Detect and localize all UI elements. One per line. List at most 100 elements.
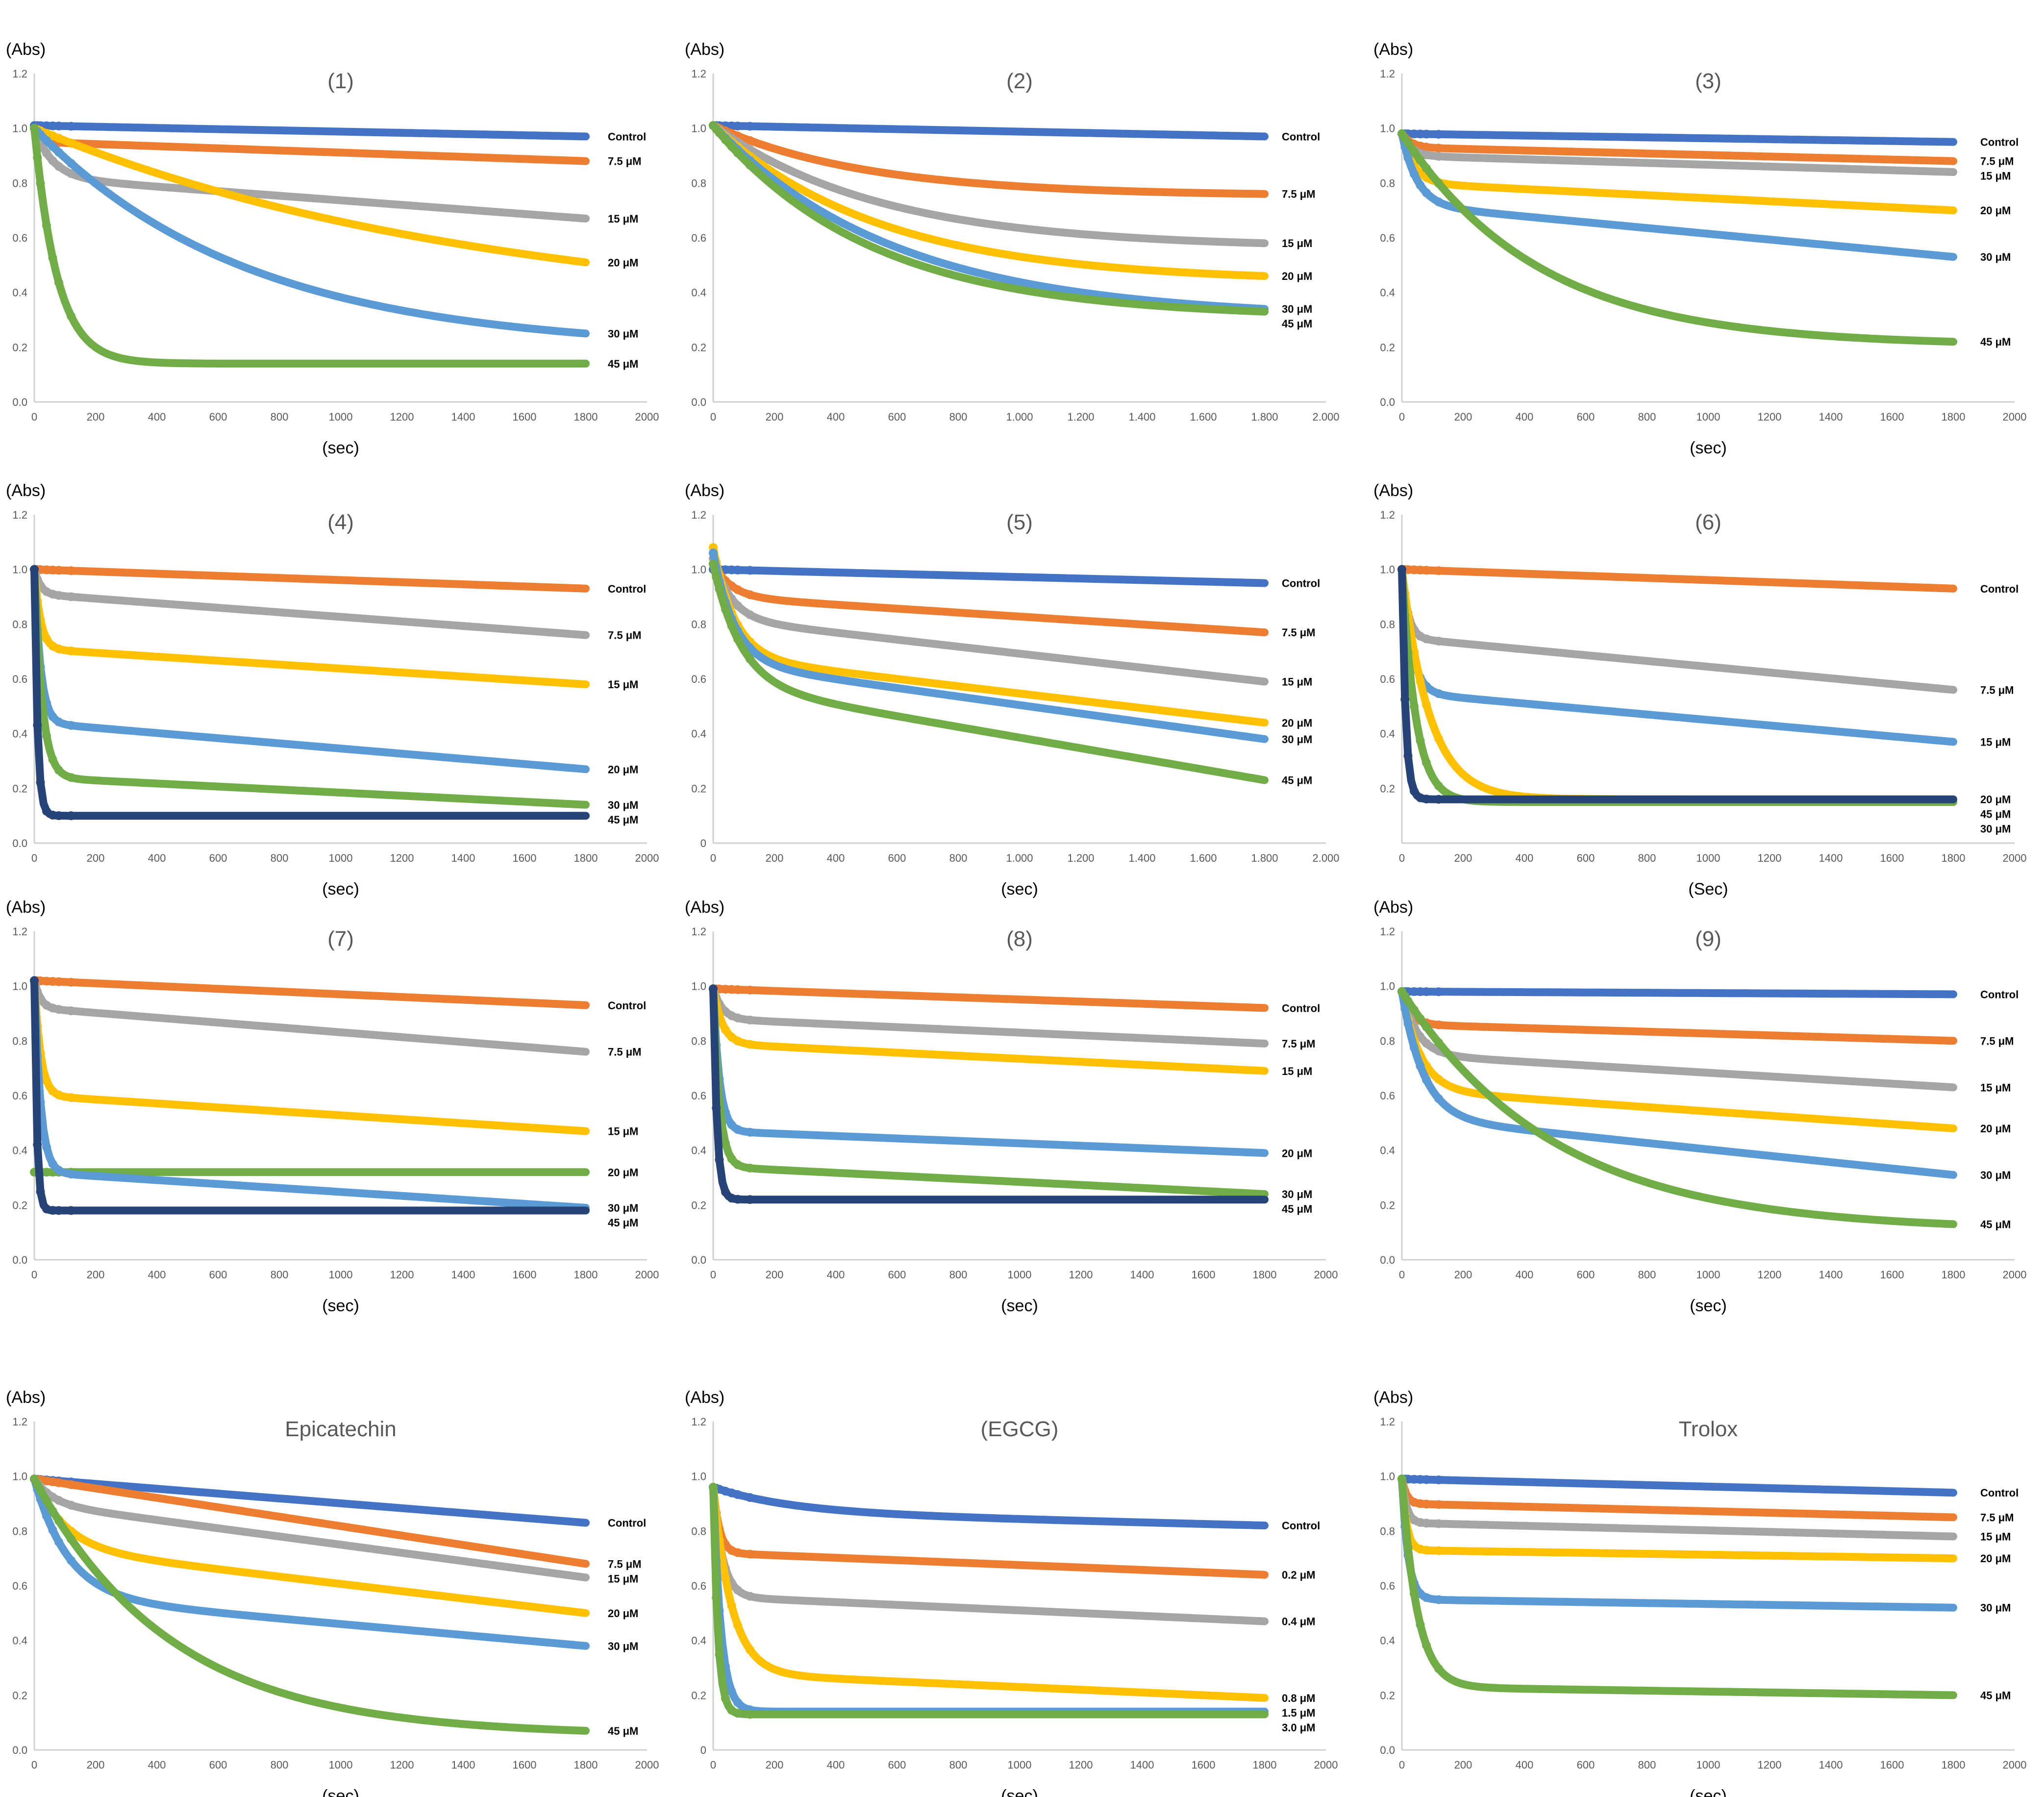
y-axis-title: (Abs) [6, 898, 46, 917]
x-tick-label: 1000 [1696, 1269, 1720, 1281]
series-line [709, 985, 1269, 1048]
data-point [721, 604, 730, 614]
x-tick-label: 0 [1399, 852, 1405, 864]
data-point [1434, 179, 1443, 188]
data-point [721, 1139, 730, 1148]
series-line [1398, 129, 1957, 261]
series-line [30, 1475, 590, 1650]
series-line [709, 122, 1269, 280]
x-tick-label: 1400 [1130, 1269, 1154, 1281]
x-tick-label: 800 [271, 411, 289, 423]
data-point [709, 1483, 718, 1492]
y-tick-label: 0.2 [691, 1199, 706, 1211]
data-point [67, 811, 75, 821]
x-tick-label: 600 [888, 852, 906, 864]
y-tick-label: 0.4 [12, 728, 27, 740]
legend-label: 30 μM [608, 327, 638, 340]
y-tick-label: 1.2 [691, 1416, 706, 1428]
panel-title: (7) [327, 927, 354, 951]
y-tick-label: 0.0 [12, 1254, 27, 1266]
legend-label: 45 μM [1282, 1203, 1312, 1215]
data-point [67, 1093, 75, 1102]
x-tick-label: 0 [31, 1269, 37, 1281]
legend-label: 45 μM [608, 814, 638, 826]
y-tick-label: 1.0 [691, 1471, 706, 1483]
x-axis-title: (sec) [322, 1297, 359, 1315]
series-line [1398, 129, 1957, 165]
x-tick-label: 2000 [1314, 1269, 1338, 1281]
data-point [54, 811, 63, 820]
legend-label: 7.5 μM [1282, 626, 1315, 639]
series-line [1398, 565, 1957, 593]
data-point [1434, 795, 1443, 804]
data-point [42, 1143, 51, 1152]
data-point [54, 122, 63, 131]
legend-label: 20 μM [1282, 717, 1312, 729]
panel-title: (2) [1006, 69, 1033, 93]
legend-label: 20 μM [1980, 1123, 2011, 1135]
y-tick-label: 0.6 [691, 232, 706, 244]
chart-panel-8: 0 200 400 600 800 1000 1200 1400 1600 1800 2000 0.0… [685, 898, 1338, 1315]
series-6 [1397, 1474, 1957, 1699]
legend-label: 7.5 μM [608, 1046, 641, 1058]
data-point [1416, 1014, 1425, 1023]
data-point [746, 654, 754, 664]
data-point [1400, 695, 1410, 704]
x-tick-label: 2000 [635, 1759, 659, 1771]
legend-label: Control [1980, 136, 2019, 149]
series-line [1398, 987, 1957, 998]
y-tick-label: 0.8 [12, 618, 27, 630]
y-tick-label: 0.0 [1380, 1254, 1395, 1266]
data-point [1416, 676, 1425, 686]
data-point [30, 124, 39, 133]
panel-title: (8) [1006, 927, 1033, 951]
data-point [67, 169, 75, 178]
data-point [1410, 702, 1419, 711]
y-tick-label: 0.8 [691, 1035, 706, 1047]
y-tick-label: 0.6 [1380, 1580, 1395, 1592]
x-tick-label: 1800 [1942, 1759, 1966, 1771]
legend-label: 30 μM [1980, 251, 2011, 263]
series-line [30, 976, 590, 1135]
y-axis-title: (Abs) [685, 1388, 724, 1407]
data-point [709, 559, 718, 569]
series-line [30, 565, 590, 593]
data-point [1434, 689, 1443, 699]
series-1 [1397, 1474, 1957, 1497]
legend-label: 15 μM [608, 678, 638, 691]
y-tick-label: 1.2 [1380, 925, 1395, 938]
y-tick-label: 0.2 [691, 341, 706, 353]
legend-label: 20 μM [1980, 204, 2011, 217]
x-axis-title: (sec) [1690, 439, 1727, 457]
data-point [48, 156, 57, 165]
data-point [54, 1005, 63, 1014]
x-tick-label: 1800 [574, 411, 598, 423]
x-tick-label: 1.600 [1190, 852, 1217, 864]
data-point [30, 565, 39, 574]
data-point [733, 634, 742, 644]
y-tick-label: 0.6 [691, 1090, 706, 1102]
x-tick-label: 600 [888, 1269, 906, 1281]
series-line [30, 1475, 590, 1582]
panel-title: Trolox [1679, 1417, 1738, 1441]
data-point [67, 1480, 75, 1489]
series-line [1398, 565, 1957, 694]
series-line [709, 1483, 1269, 1625]
x-tick-label: 1200 [1758, 1759, 1782, 1771]
y-tick-label: 0.0 [691, 396, 706, 408]
x-tick-label: 1200 [390, 1759, 414, 1771]
data-point [721, 1694, 730, 1703]
data-point [1403, 153, 1413, 162]
data-point [67, 1556, 75, 1565]
y-tick-label: 1.2 [12, 925, 27, 938]
x-tick-label: 800 [1638, 1759, 1656, 1771]
data-point [33, 721, 42, 730]
data-point [1416, 129, 1425, 139]
legend-label: 45 μM [1980, 1689, 2011, 1701]
x-tick-label: 0 [1399, 411, 1405, 423]
legend-label: 45 μM [1980, 1218, 2011, 1230]
legend-label: 15 μM [1980, 170, 2011, 182]
x-tick-label: 0 [31, 852, 37, 864]
data-point [746, 1040, 754, 1049]
